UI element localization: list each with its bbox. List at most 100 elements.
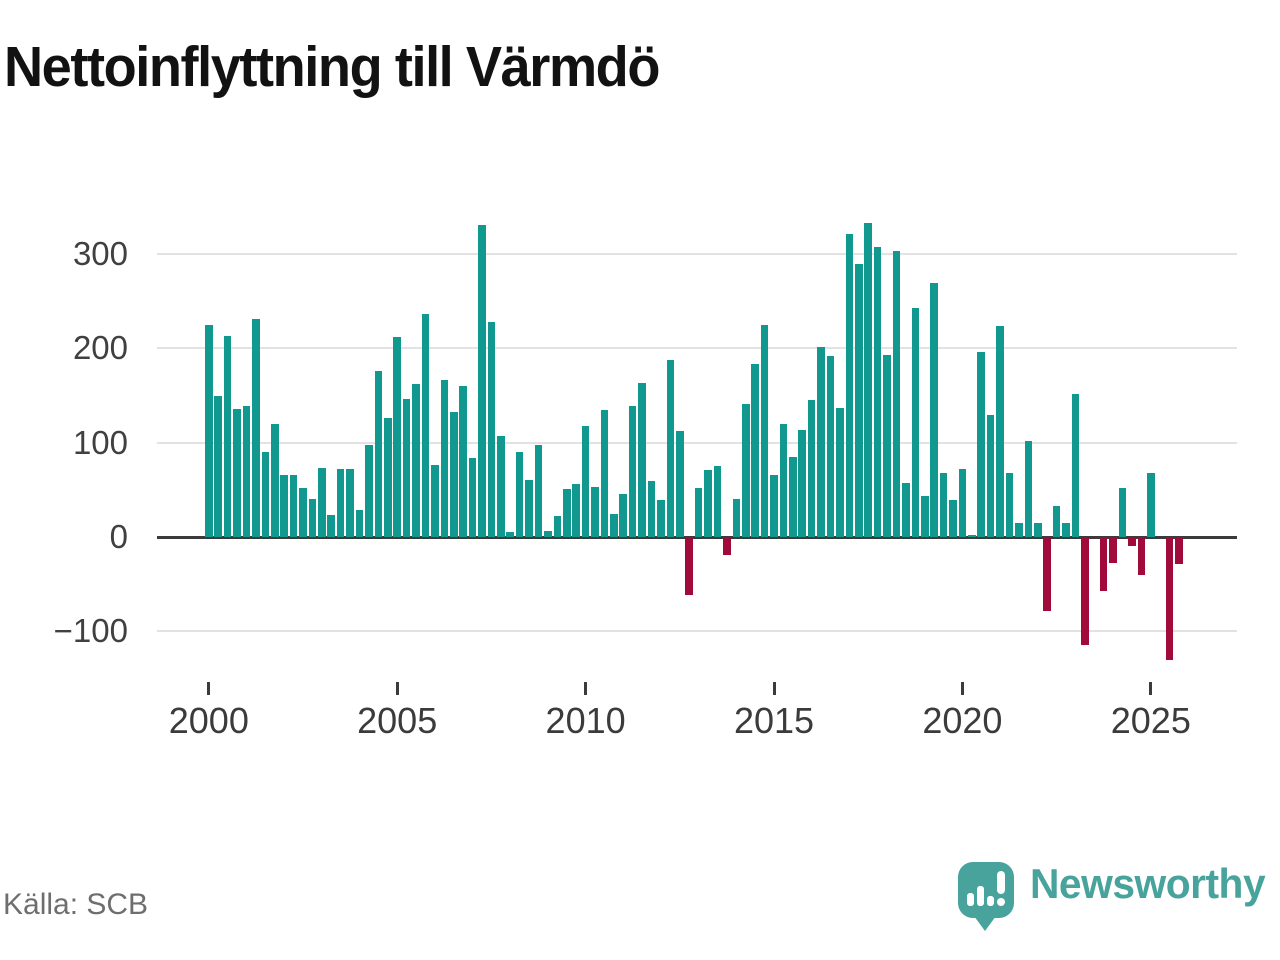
bar-positive [497,436,505,537]
exclamation-icon [996,871,1005,894]
bar-positive [741,404,750,537]
bar-positive [431,465,439,537]
bar-chart-icon [986,896,994,906]
gridline [157,253,1237,256]
bar-negative [685,537,693,596]
bar-positive [421,313,430,537]
bar-positive [289,474,298,537]
x-axis-tick-mark [772,682,776,695]
bar-positive [459,386,467,537]
bar-negative [1099,537,1108,591]
newsworthy-logo: Newsworthy [957,856,1272,931]
bar-positive [393,337,401,537]
bar-positive [1024,440,1033,537]
bar-positive [449,411,458,537]
bar-positive [600,409,609,537]
bar-positive [261,452,270,537]
bar-positive [346,469,354,537]
y-axis-tick-label: 0 [109,518,128,555]
bar-positive [836,407,844,537]
x-axis-tick-label: 2010 [545,700,626,741]
x-axis-tick-label: 2000 [168,700,249,741]
brand-wordmark: Newsworthy [1029,860,1266,907]
bar-positive [412,384,420,537]
bar-positive [845,234,854,537]
bar-positive [468,457,477,537]
bar-positive [591,487,599,537]
bar-chart-icon [976,886,984,906]
y-axis-tick-label: 300 [72,235,128,273]
bar-positive [854,264,863,537]
bar-positive [270,423,279,537]
bar-positive [751,364,759,537]
bar-positive [280,474,288,537]
exclamation-icon [996,898,1005,906]
bar-positive [544,531,552,537]
bar-positive [911,307,920,537]
bar-positive [817,347,825,537]
bar-positive [214,395,222,537]
bar-positive [572,484,580,537]
bar-positive [666,359,675,537]
bar-positive [336,469,345,537]
gridline [157,441,1237,444]
x-axis-tick-label: 2015 [733,700,815,741]
bar-positive [562,488,571,537]
zero-axis-line [157,536,1237,539]
bar-negative [1109,537,1117,564]
y-axis-tick-label: −100 [53,612,128,650]
bar-positive [949,500,957,537]
bar-positive [807,400,816,537]
bar-positive [1033,522,1042,537]
bar-positive [647,481,656,537]
x-axis-tick-mark [584,682,588,695]
x-axis-tick-mark [960,682,964,695]
bar-positive [930,283,938,537]
bar-positive [1005,472,1014,537]
bar-positive [713,466,722,537]
bar-positive [694,487,703,537]
bar-positive [1062,522,1070,537]
bar-positive [252,319,260,537]
bar-positive [478,224,486,537]
bar-positive [920,496,929,537]
bar-positive [892,251,901,537]
bar-positive [638,383,646,537]
bar-positive [996,325,1004,537]
bar-positive [628,405,637,537]
bar-positive [402,399,411,537]
bar-positive [553,516,562,537]
gridline [157,630,1237,633]
newsworthy-bubble-icon [957,862,1014,931]
bar-positive [525,480,533,537]
source-label: Källa: SCB [3,888,149,921]
bar-positive [610,514,618,537]
bar-positive [1147,472,1155,537]
bar-positive [205,324,213,537]
bar-positive [233,408,241,537]
bar-positive [732,499,741,537]
bar-positive [242,405,251,537]
bar-positive [299,487,307,537]
x-axis-tick-mark [1149,682,1153,695]
bar-chart-icon [966,893,974,906]
gridline [157,347,1237,350]
bar-positive [506,532,515,537]
bar-positive [760,324,769,537]
x-axis-tick-label: 2025 [1110,700,1191,741]
bar-positive [581,425,590,537]
bar-positive [826,355,835,537]
bar-positive [619,493,628,537]
bar-negative [723,537,731,555]
y-axis-tick-label: 200 [72,329,128,367]
bar-positive [902,483,910,537]
bar-positive [704,470,712,537]
bar-positive [968,535,976,537]
bar-positive [374,371,383,537]
bar-negative [1165,537,1174,660]
bar-positive [789,456,797,537]
bar-positive [515,452,524,537]
bar-negative [1128,537,1136,547]
bar-positive [534,444,543,537]
